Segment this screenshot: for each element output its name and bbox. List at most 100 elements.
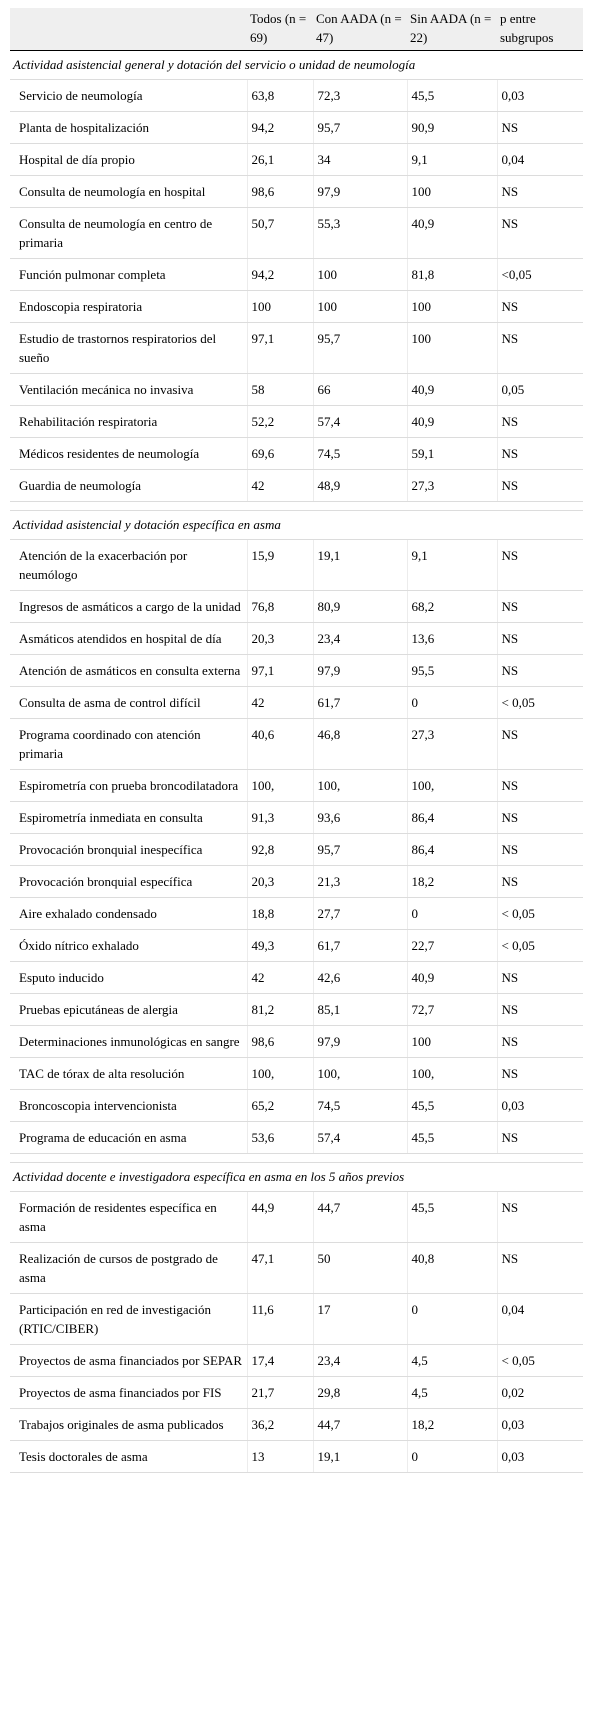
table-row: Ingresos de asmáticos a cargo de la unid… <box>10 590 583 623</box>
cell-sin-aada: 9,1 <box>407 143 498 176</box>
cell-con-aada: 97,9 <box>313 175 408 208</box>
table-row: Broncoscopia intervencionista 65,2 74,5 45,… <box>10 1089 583 1122</box>
cell-todos: 97,1 <box>247 322 314 374</box>
header-row: Todos (n = 69) Con AADA (n = 47) Sin AAD… <box>10 8 583 51</box>
cell-sin-aada: 18,2 <box>407 1408 498 1441</box>
cell-sin-aada: 100 <box>407 290 498 323</box>
table-row: TAC de tórax de alta resolución 100, 100, 1… <box>10 1057 583 1090</box>
table-row: Proyectos de asma financiados por FIS 21,… <box>10 1376 583 1409</box>
cell-p-value: NS <box>497 961 583 994</box>
cell-todos: 69,6 <box>247 437 314 470</box>
cell-todos: 92,8 <box>247 833 314 866</box>
cell-con-aada: 97,9 <box>313 654 408 687</box>
row-label: Aire exhalado condensado <box>10 897 248 930</box>
header-sin-aada: Sin AADA (n = 22) <box>407 8 497 51</box>
section-header-row: Actividad asistencial general y dotación… <box>10 50 583 80</box>
cell-con-aada: 21,3 <box>313 865 408 898</box>
cell-sin-aada: 0 <box>407 1293 498 1345</box>
row-label: Realización de cursos de postgrado de as… <box>10 1242 248 1294</box>
table-row: Formación de residentes específica en as… <box>10 1191 583 1243</box>
header-con-aada: Con AADA (n = 47) <box>313 8 407 51</box>
section-spacer <box>10 501 583 511</box>
cell-todos: 21,7 <box>247 1376 314 1409</box>
table-row: Estudio de trastornos respiratorios del … <box>10 322 583 374</box>
cell-todos: 20,3 <box>247 622 314 655</box>
cell-con-aada: 100, <box>313 769 408 802</box>
cell-p-value: NS <box>497 1242 583 1294</box>
row-label: Médicos residentes de neumología <box>10 437 248 470</box>
cell-sin-aada: 0 <box>407 897 498 930</box>
row-label: Consulta de asma de control difícil <box>10 686 248 719</box>
table-row: Médicos residentes de neumología 69,6 74,5… <box>10 437 583 470</box>
table-row: Función pulmonar completa 94,2 100 81,8 <0,0… <box>10 258 583 291</box>
cell-todos: 81,2 <box>247 993 314 1026</box>
cell-todos: 100, <box>247 1057 314 1090</box>
cell-con-aada: 61,7 <box>313 686 408 719</box>
cell-sin-aada: 95,5 <box>407 654 498 687</box>
cell-sin-aada: 40,9 <box>407 373 498 406</box>
cell-todos: 26,1 <box>247 143 314 176</box>
header-empty <box>10 8 247 51</box>
table-row: Rehabilitación respiratoria 52,2 57,4 40,9 N… <box>10 405 583 438</box>
cell-p-value: NS <box>497 865 583 898</box>
cell-p-value: 0,04 <box>497 143 583 176</box>
cell-sin-aada: 81,8 <box>407 258 498 291</box>
row-label: Programa coordinado con atención primari… <box>10 718 248 770</box>
cell-p-value: NS <box>497 437 583 470</box>
row-label: Broncoscopia intervencionista <box>10 1089 248 1122</box>
row-label: Guardia de neumología <box>10 469 248 502</box>
section-title: Actividad asistencial y dotación específ… <box>10 510 583 540</box>
row-label: Hospital de día propio <box>10 143 248 176</box>
table-row: Planta de hospitalización 94,2 95,7 90,9 NS <box>10 111 583 144</box>
row-label: Espirometría inmediata en consulta <box>10 801 248 834</box>
cell-sin-aada: 27,3 <box>407 718 498 770</box>
cell-p-value: 0,05 <box>497 373 583 406</box>
cell-todos: 20,3 <box>247 865 314 898</box>
row-label: Ingresos de asmáticos a cargo de la unid… <box>10 590 248 623</box>
cell-con-aada: 72,3 <box>313 79 408 112</box>
cell-p-value: NS <box>497 590 583 623</box>
cell-sin-aada: 13,6 <box>407 622 498 655</box>
cell-todos: 49,3 <box>247 929 314 962</box>
cell-p-value: NS <box>497 469 583 502</box>
table-row: Aire exhalado condensado 18,8 27,7 0 < 0,05 <box>10 897 583 930</box>
section-spacer <box>10 1153 583 1163</box>
cell-con-aada: 50 <box>313 1242 408 1294</box>
cell-sin-aada: 27,3 <box>407 469 498 502</box>
cell-todos: 100 <box>247 290 314 323</box>
cell-con-aada: 74,5 <box>313 1089 408 1122</box>
cell-todos: 94,2 <box>247 111 314 144</box>
table-header: Todos (n = 69) Con AADA (n = 47) Sin AAD… <box>10 8 583 51</box>
cell-todos: 17,4 <box>247 1344 314 1377</box>
row-label: Pruebas epicutáneas de alergia <box>10 993 248 1026</box>
table-row: Atención de la exacerbación por neumólog… <box>10 539 583 591</box>
table-row: Programa de educación en asma 53,6 57,4 45,… <box>10 1121 583 1154</box>
table-row: Espirometría con prueba broncodilatadora… <box>10 769 583 802</box>
row-label: Formación de residentes específica en as… <box>10 1191 248 1243</box>
cell-todos: 13 <box>247 1440 314 1473</box>
table-container: Todos (n = 69) Con AADA (n = 47) Sin AAD… <box>10 8 583 1473</box>
cell-todos: 98,6 <box>247 175 314 208</box>
row-label: Provocación bronquial inespecífica <box>10 833 248 866</box>
cell-con-aada: 95,7 <box>313 111 408 144</box>
cell-sin-aada: 45,5 <box>407 1089 498 1122</box>
cell-todos: 36,2 <box>247 1408 314 1441</box>
cell-todos: 58 <box>247 373 314 406</box>
cell-p-value: NS <box>497 769 583 802</box>
cell-p-value: 0,03 <box>497 1408 583 1441</box>
table-row: Servicio de neumología 63,8 72,3 45,5 0,03 <box>10 79 583 112</box>
cell-sin-aada: 40,9 <box>407 961 498 994</box>
cell-p-value: < 0,05 <box>497 929 583 962</box>
spacer-cell <box>10 501 583 511</box>
cell-con-aada: 97,9 <box>313 1025 408 1058</box>
table-row: Espirometría inmediata en consulta 91,3 93… <box>10 801 583 834</box>
table-row: Guardia de neumología 42 48,9 27,3 NS <box>10 469 583 502</box>
row-label: Tesis doctorales de asma <box>10 1440 248 1473</box>
cell-sin-aada: 4,5 <box>407 1344 498 1377</box>
row-label: Ventilación mecánica no invasiva <box>10 373 248 406</box>
cell-con-aada: 19,1 <box>313 1440 408 1473</box>
cell-con-aada: 100 <box>313 258 408 291</box>
cell-sin-aada: 45,5 <box>407 79 498 112</box>
cell-sin-aada: 45,5 <box>407 1191 498 1243</box>
cell-todos: 50,7 <box>247 207 314 259</box>
